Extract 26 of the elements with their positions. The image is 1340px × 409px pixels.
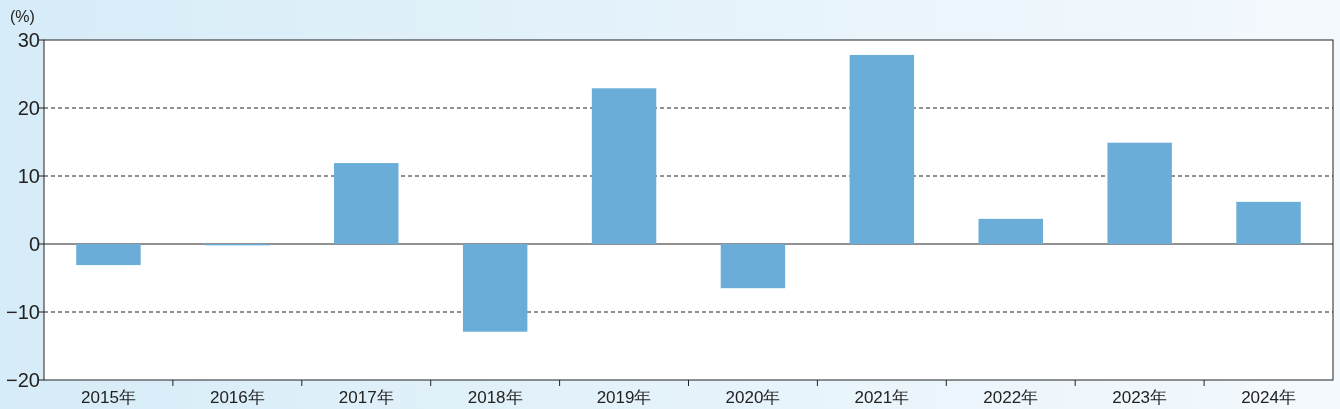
x-tick-label: 2021年 bbox=[854, 388, 910, 407]
y-tick-label: −10 bbox=[6, 301, 40, 323]
y-tick-label: 10 bbox=[17, 165, 40, 187]
x-tick-label: 2023年 bbox=[1112, 388, 1168, 407]
x-tick-label: 2024年 bbox=[1241, 388, 1296, 407]
y-tick-label: 20 bbox=[17, 97, 40, 119]
bar bbox=[1236, 201, 1301, 244]
x-tick-label: 2017年 bbox=[338, 388, 394, 407]
y-tick-label: 0 bbox=[28, 233, 40, 255]
x-tick-label: 2019年 bbox=[596, 388, 652, 407]
bar bbox=[978, 218, 1043, 244]
bar bbox=[849, 54, 915, 244]
y-tick-label: −20 bbox=[6, 369, 40, 391]
bar bbox=[462, 244, 528, 332]
bar bbox=[591, 88, 657, 244]
y-axis-title: (%) bbox=[10, 8, 35, 25]
x-tick-label: 2022年 bbox=[983, 388, 1039, 407]
y-tick-label: 30 bbox=[17, 29, 40, 51]
bar bbox=[76, 244, 141, 266]
bar bbox=[720, 244, 786, 289]
bar bbox=[1107, 142, 1172, 244]
x-tick-label: 2015年 bbox=[81, 388, 136, 407]
x-tick-label: 2018年 bbox=[467, 388, 523, 407]
x-tick-label: 2016年 bbox=[209, 388, 265, 407]
x-tick-label: 2020年 bbox=[725, 388, 781, 407]
bar bbox=[334, 163, 399, 244]
